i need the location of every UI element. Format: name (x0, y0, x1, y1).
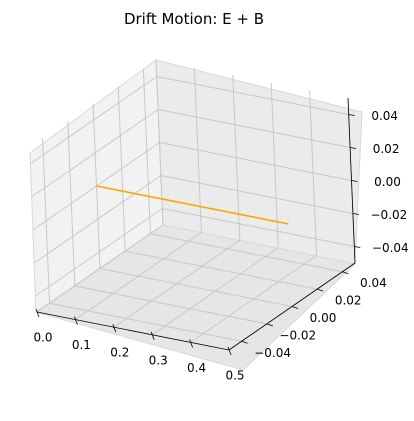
z-tick-label: 0.04 (371, 109, 398, 123)
y-tick-label: 0.00 (310, 311, 337, 325)
z-tick-label: 0.02 (373, 142, 400, 156)
x-tick-label: 0.5 (225, 369, 244, 383)
x-tick (150, 331, 155, 340)
y-tick (342, 271, 349, 275)
z-tick-label: −0.04 (372, 241, 409, 255)
grid-line-z (160, 175, 353, 214)
z-tick-label: 0.00 (374, 175, 401, 189)
z-tick (354, 246, 361, 248)
x-tick-label: 0.0 (33, 331, 52, 345)
x-tick (227, 346, 232, 356)
series-line (96, 185, 289, 225)
x-tick-label: 0.3 (149, 353, 168, 367)
x-axis-line (36, 311, 230, 351)
x-tick-label: 0.4 (187, 361, 206, 375)
grid-line-z (34, 175, 162, 263)
z-tick (352, 213, 359, 215)
grid-line-z (36, 208, 163, 296)
grid-line-y (125, 250, 318, 290)
x-tick (74, 316, 78, 325)
z-tick-label: −0.02 (371, 208, 408, 222)
y-tick-label: 0.02 (335, 294, 362, 308)
y-tick (241, 340, 248, 344)
grid-line-z (158, 109, 351, 148)
grid-line-y (49, 302, 242, 342)
x-tick (112, 324, 117, 333)
grid-line-z (31, 109, 159, 197)
series-lines (96, 185, 289, 225)
grid-line-y (74, 285, 267, 325)
x-tick (35, 308, 40, 318)
x-tick-label: 0.2 (110, 346, 129, 360)
z-tick (348, 114, 355, 116)
y-tick (317, 288, 324, 292)
y-tick (291, 306, 299, 309)
grid-line-y (99, 268, 293, 307)
grid-line-y (150, 233, 343, 273)
x-tick-label: 0.1 (72, 338, 91, 352)
tick-labels: 0.0 0.1 0.2 0.3 0.4 0.5 −0.04 −0.02 0.00 0.02 0.04… (33, 109, 408, 383)
y-tick-label: −0.04 (254, 346, 291, 360)
z-tick (350, 147, 357, 149)
y-tick-label: 0.04 (360, 276, 387, 290)
grid-line-z (156, 76, 349, 115)
y-tick-label: −0.02 (279, 328, 316, 342)
chart-title: Drift Motion: E + B (124, 10, 264, 28)
grid-line-z (30, 76, 157, 164)
z-tick (351, 180, 358, 182)
y-tick (266, 323, 273, 327)
x-tick (189, 339, 193, 348)
tick-marks (35, 114, 361, 356)
grid-line-z (159, 142, 352, 181)
grid-line-z (162, 208, 355, 247)
